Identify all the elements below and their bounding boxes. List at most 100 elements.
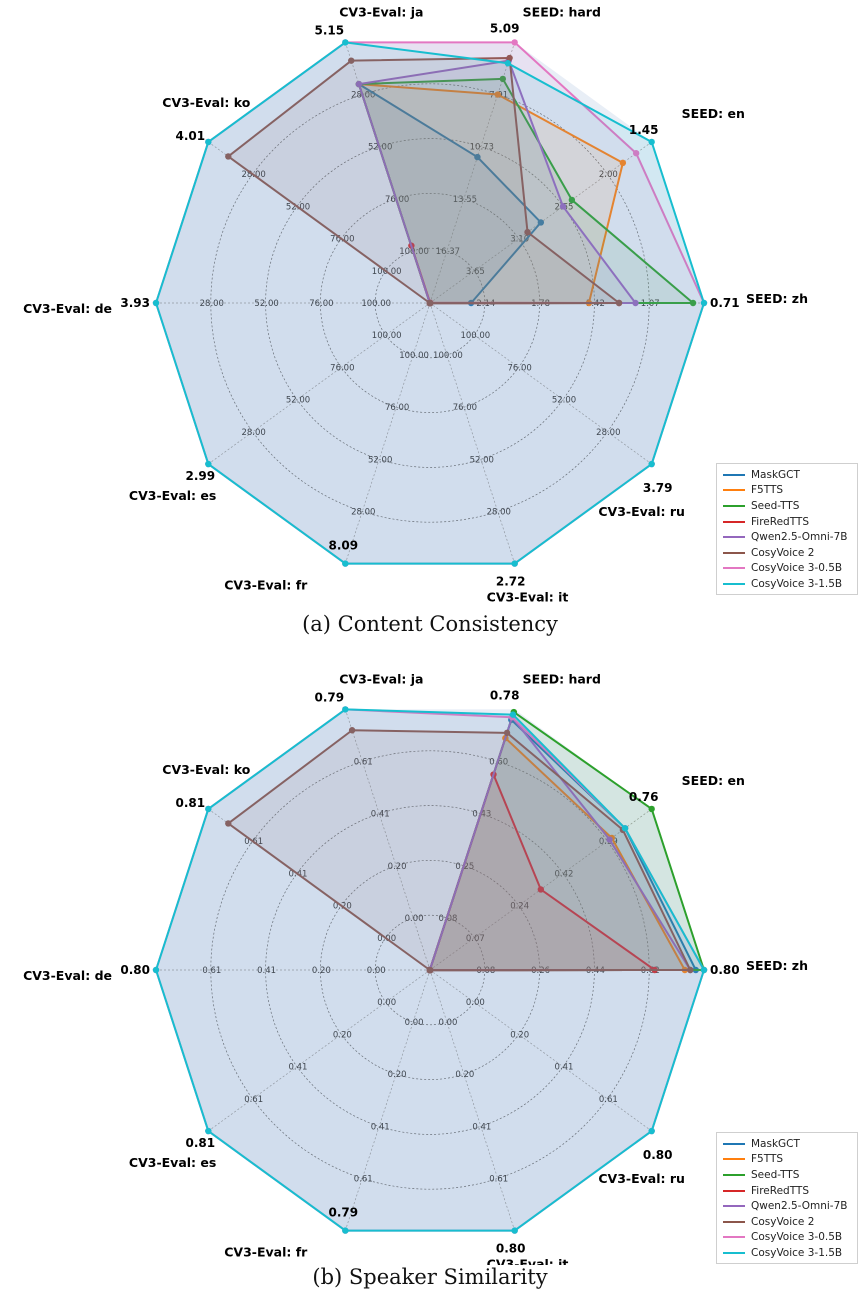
series-point	[504, 60, 512, 67]
tick-label: 0.43	[472, 810, 491, 820]
tick-label: 28.00	[596, 428, 620, 438]
legend-item: CosyVoice 3-0.5B	[723, 561, 851, 577]
tick-label: 52.00	[286, 396, 310, 406]
series-point	[648, 805, 655, 813]
series-point	[689, 299, 697, 307]
tick-label: 3.10	[510, 235, 529, 245]
axis-spoke	[208, 302, 431, 465]
tick-label: 0.20	[388, 1070, 407, 1080]
series-point	[559, 203, 567, 210]
axis-name-label: SEED: hard	[523, 671, 601, 686]
legend-label: Qwen2.5-Omni-7B	[751, 1200, 848, 1213]
series-point	[348, 727, 356, 734]
axis-max-label: 4.01	[176, 129, 206, 143]
legend-swatch	[723, 1173, 745, 1176]
legend-item: Seed-TTS	[723, 498, 851, 514]
axis-spoke	[429, 42, 516, 304]
legend-item: F5TTS	[723, 483, 851, 499]
legend-item: MaskGCT	[723, 1136, 851, 1152]
axis-spoke	[344, 969, 431, 1231]
axis-spoke	[429, 969, 516, 1231]
tick-label: 0.41	[555, 1063, 574, 1073]
legend-swatch	[723, 520, 745, 523]
series-point	[427, 966, 434, 974]
legend-label: F5TTS	[751, 1153, 784, 1166]
speaker-similarity-legend: MaskGCT F5TTS Seed-TTS FireRedTTS Qwen2.5-Om…	[716, 1132, 858, 1264]
axis-max-label: 2.99	[186, 469, 216, 483]
tick-label: 0.00	[367, 966, 386, 976]
series-point	[205, 805, 212, 813]
tick-label: 10.73	[470, 143, 494, 153]
axis-name-label: SEED: en	[682, 106, 745, 121]
legend-swatch	[723, 1251, 745, 1254]
legend-item: CosyVoice 3-1.5B	[723, 1245, 851, 1261]
tick-label: 0.20	[510, 1030, 529, 1040]
tick-label: 0.00	[438, 1018, 457, 1028]
series-point	[632, 150, 640, 157]
series-point	[494, 91, 501, 98]
axis-name-label: CV3-Eval: ru	[598, 1171, 685, 1186]
axis-max-label: 0.78	[490, 688, 520, 702]
tick-label: 0.00	[405, 914, 424, 924]
axis-name-label: CV3-Eval: fr	[224, 1245, 308, 1260]
tick-label: 100.00	[460, 331, 490, 341]
series-point	[621, 825, 629, 832]
series-point	[509, 711, 517, 718]
series-point	[506, 54, 513, 62]
axis-max-label: 0.71	[710, 296, 740, 310]
speaker-similarity-radar-chart: 0.080.260.440.620.070.240.420.590.080.25…	[23, 671, 808, 1265]
legend-item: FireRedTTS	[723, 514, 851, 530]
axis-name-label: CV3-Eval: ru	[598, 504, 685, 519]
axis-max-label: 0.80	[643, 1148, 673, 1162]
legend-swatch	[723, 582, 745, 585]
series-point	[205, 1127, 212, 1135]
tick-label: 0.41	[289, 1063, 308, 1073]
legend-label: Seed-TTS	[751, 499, 800, 512]
legend-swatch	[723, 1220, 745, 1223]
legend-swatch	[723, 1189, 745, 1192]
tick-label: 0.42	[555, 869, 574, 879]
axis-name-label: CV3-Eval: de	[23, 968, 112, 983]
legend-label: CosyVoice 2	[751, 546, 815, 559]
series-point	[342, 39, 349, 46]
axis-max-label: 0.79	[329, 1206, 359, 1220]
legend-swatch	[723, 536, 745, 539]
content-consistency-radar-chart: 2.141.781.421.073.653.102.552.0016.3713.…	[23, 4, 808, 604]
legend-swatch	[723, 551, 745, 554]
speaker-similarity-caption: (b) Speaker Similarity	[312, 1265, 548, 1289]
axis-max-label: 5.15	[315, 23, 345, 37]
tick-label: 52.00	[470, 455, 494, 465]
tick-label: 0.61	[599, 1095, 618, 1105]
series-point	[648, 460, 655, 468]
series-point	[615, 299, 623, 307]
legend-label: CosyVoice 3-0.5B	[751, 1231, 843, 1244]
axis-name-label: SEED: en	[682, 773, 745, 788]
series-point	[205, 138, 212, 146]
axis-spoke	[344, 302, 431, 564]
tick-label: 0.41	[371, 1122, 390, 1132]
tick-label: 76.00	[453, 403, 477, 413]
tick-label: 100.00	[361, 299, 391, 309]
tick-label: 76.00	[385, 403, 409, 413]
legend-swatch	[723, 489, 745, 492]
axis-max-label: 2.72	[496, 575, 526, 589]
tick-label: 13.55	[453, 195, 477, 205]
series-point	[619, 159, 627, 167]
legend-label: FireRedTTS	[751, 515, 809, 528]
legend-item: CosyVoice 2	[723, 1214, 851, 1230]
axis-max-label: 0.80	[710, 963, 740, 977]
tick-label: 0.20	[312, 966, 331, 976]
tick-label: 76.00	[309, 299, 333, 309]
tick-label: 0.60	[489, 758, 508, 768]
series-point	[474, 153, 481, 161]
tick-label: 52.00	[254, 299, 278, 309]
axis-max-label: 0.76	[629, 790, 659, 804]
series-point	[700, 299, 708, 307]
legend-item: F5TTS	[723, 1152, 851, 1168]
series-point	[342, 560, 349, 567]
series-point	[152, 966, 160, 974]
axis-name-label: SEED: hard	[523, 4, 601, 19]
tick-label: 3.65	[466, 267, 485, 277]
axis-spoke	[344, 709, 431, 971]
axis-name-label: CV3-Eval: es	[129, 488, 216, 503]
